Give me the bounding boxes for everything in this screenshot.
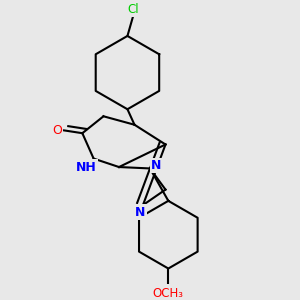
Text: O: O: [52, 124, 62, 137]
Text: OCH₃: OCH₃: [153, 287, 184, 300]
Text: NH: NH: [76, 160, 97, 173]
Text: N: N: [151, 159, 161, 172]
Text: Cl: Cl: [127, 3, 139, 16]
Text: N: N: [135, 206, 145, 219]
